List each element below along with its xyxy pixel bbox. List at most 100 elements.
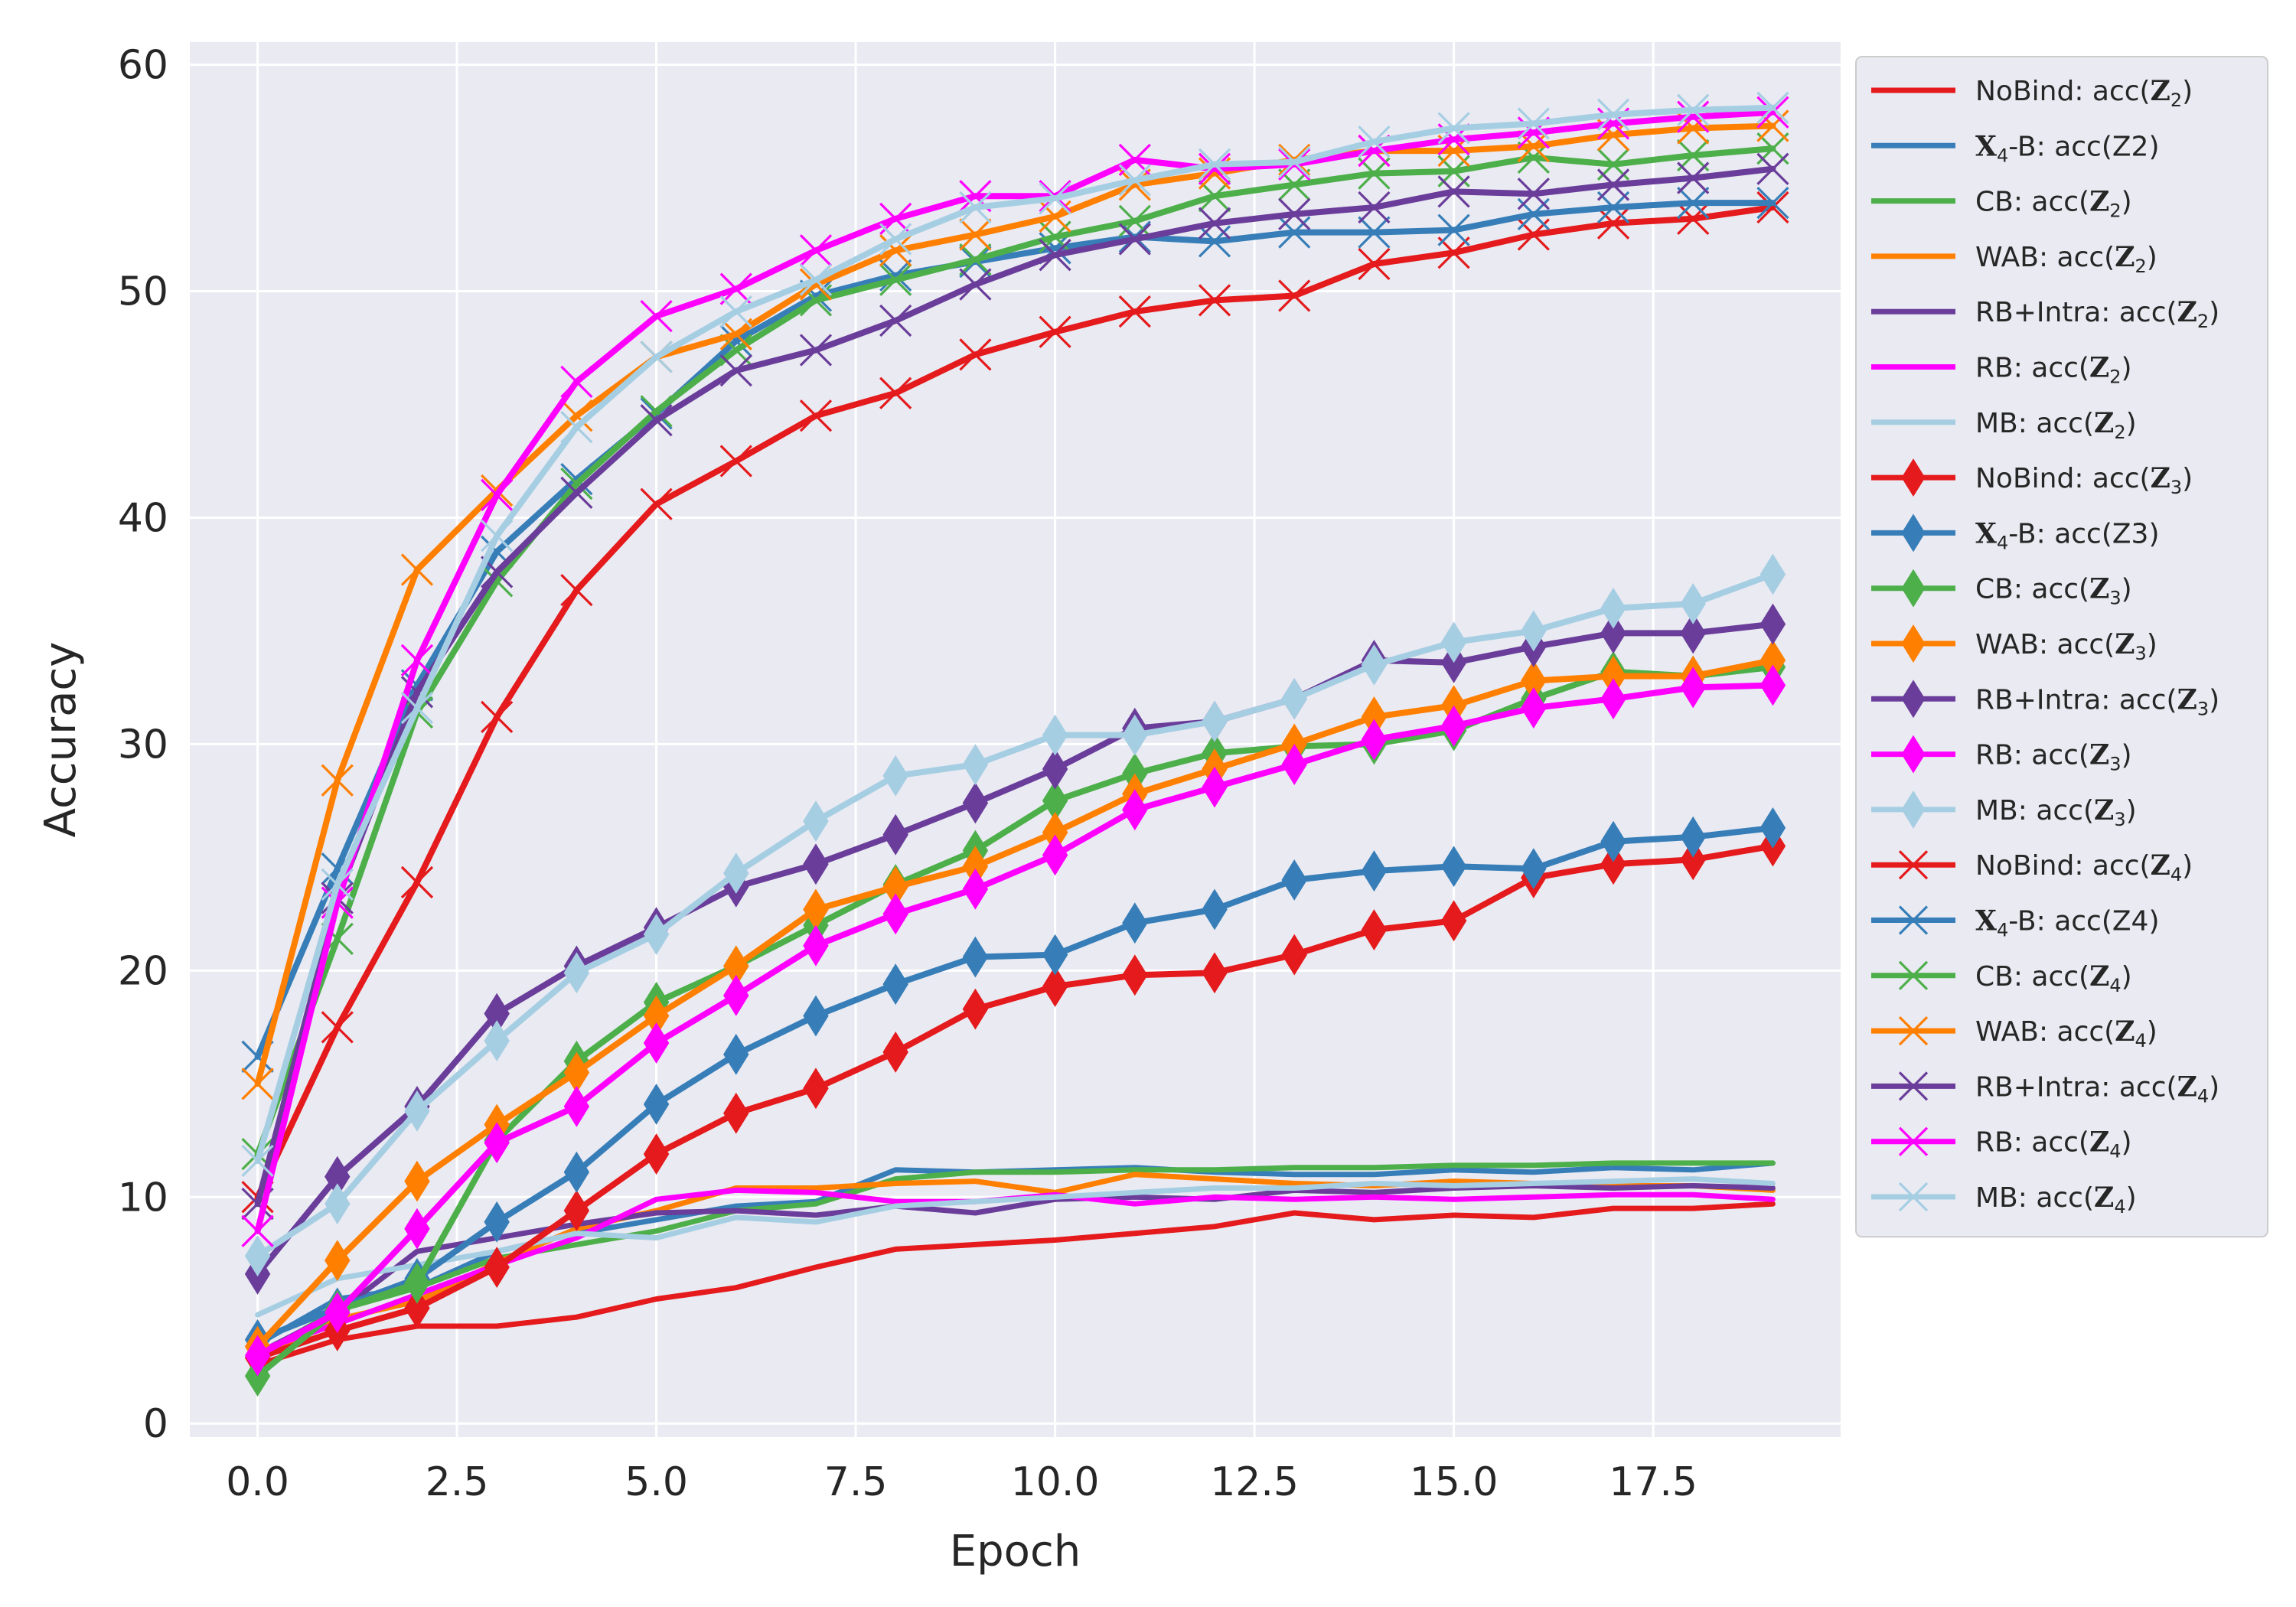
legend-label: MB: acc(Z2) bbox=[1975, 407, 2137, 443]
x-marker bbox=[1677, 186, 1710, 220]
diamond-marker bbox=[563, 952, 590, 994]
legend-item: RB+Intra: acc(Z3) bbox=[1871, 680, 2219, 719]
diamond-marker bbox=[1760, 553, 1786, 595]
x-marker bbox=[879, 223, 912, 256]
diamond-marker bbox=[1440, 846, 1467, 888]
x-tick-label: 2.5 bbox=[426, 1459, 489, 1505]
x-marker bbox=[719, 295, 752, 328]
legend-label: RB+Intra: acc(Z3) bbox=[1975, 683, 2219, 719]
x-marker bbox=[1198, 152, 1231, 185]
legend-item: CB: acc(Z3) bbox=[1871, 569, 2132, 609]
x-marker bbox=[560, 463, 593, 496]
legend-label: NoBind: acc(Z4) bbox=[1975, 849, 2193, 885]
legend-item: X4-B: acc(Z2) bbox=[1871, 130, 2160, 166]
legend-item: MB: acc(Z3) bbox=[1871, 790, 2137, 830]
legend-label: WAB: acc(Z2) bbox=[1975, 241, 2157, 277]
series-line bbox=[254, 682, 1776, 1359]
x-tick-labels: 0.0 2.5 5.0 7.5 10.0 12.5 15.0 17.5 bbox=[226, 1459, 1698, 1505]
x-marker bbox=[1278, 279, 1311, 312]
series-6 bbox=[255, 1176, 1776, 1318]
x-marker bbox=[1596, 207, 1630, 240]
x-marker bbox=[1118, 164, 1151, 197]
series-13 bbox=[244, 553, 1786, 1277]
x-marker bbox=[1898, 1182, 1929, 1212]
diamond-marker bbox=[643, 1084, 670, 1125]
x-marker bbox=[640, 299, 673, 333]
legend-item: WAB: acc(Z4) bbox=[1871, 1015, 2157, 1051]
diamond-marker bbox=[1680, 839, 1706, 881]
x-marker bbox=[799, 334, 833, 367]
x-marker bbox=[241, 1214, 274, 1247]
diamond-marker bbox=[1202, 888, 1228, 931]
diamond-marker bbox=[1901, 624, 1926, 663]
diamond-marker bbox=[563, 1085, 590, 1127]
x-marker bbox=[1118, 168, 1151, 201]
x-marker bbox=[560, 365, 593, 399]
x-marker bbox=[1278, 216, 1311, 249]
x-marker bbox=[241, 1068, 274, 1100]
legend-item: RB: acc(Z2) bbox=[1871, 352, 2132, 388]
x-marker bbox=[1358, 216, 1391, 249]
x-marker bbox=[1358, 157, 1391, 190]
x-marker bbox=[321, 1011, 354, 1044]
legend-label: CB: acc(Z3) bbox=[1975, 573, 2132, 609]
series-line bbox=[254, 663, 1776, 1380]
x-marker bbox=[1039, 239, 1071, 272]
diamond-marker bbox=[1042, 748, 1068, 790]
x-marker bbox=[1358, 247, 1391, 281]
x-marker bbox=[1198, 284, 1231, 317]
diamond-marker bbox=[484, 1122, 510, 1164]
series-line bbox=[254, 104, 1776, 1164]
legend-item: RB+Intra: acc(Z4) bbox=[1871, 1071, 2219, 1107]
diamond-marker bbox=[723, 1033, 749, 1075]
y-tick-label: 60 bbox=[118, 43, 168, 89]
series-14 bbox=[241, 191, 1789, 1214]
diamond-marker bbox=[1122, 789, 1148, 831]
legend-label: CB: acc(Z2) bbox=[1975, 186, 2132, 222]
diamond-marker bbox=[962, 782, 989, 824]
legend-item: NoBind: acc(Z2) bbox=[1871, 75, 2193, 111]
x-marker bbox=[799, 263, 833, 296]
diamond-marker bbox=[1281, 744, 1307, 786]
series-line bbox=[255, 1176, 1776, 1318]
diamond-marker bbox=[1600, 820, 1626, 862]
series-12 bbox=[244, 664, 1786, 1377]
legend-label: X4-B: acc(Z3) bbox=[1975, 517, 2160, 553]
y-tick-label: 10 bbox=[118, 1175, 168, 1221]
x-marker bbox=[1198, 207, 1231, 240]
series-line bbox=[254, 204, 1776, 1201]
x-marker bbox=[400, 865, 434, 899]
diamond-marker bbox=[723, 1092, 749, 1134]
x-marker bbox=[719, 318, 752, 350]
diamond-marker bbox=[1042, 714, 1068, 756]
diamond-marker bbox=[1901, 458, 1926, 497]
legend-item: NoBind: acc(Z3) bbox=[1871, 458, 2193, 498]
x-marker bbox=[321, 868, 354, 901]
y-tick-label: 30 bbox=[118, 722, 168, 768]
diamond-marker bbox=[325, 1183, 351, 1225]
diamond-marker bbox=[962, 936, 989, 978]
y-tick-label: 0 bbox=[143, 1401, 168, 1447]
x-tick-label: 5.0 bbox=[625, 1459, 688, 1505]
x-marker bbox=[1756, 152, 1789, 185]
x-marker bbox=[1437, 112, 1470, 145]
diamond-marker bbox=[1361, 850, 1388, 892]
x-marker bbox=[1756, 191, 1789, 224]
diamond-marker bbox=[244, 1335, 271, 1377]
x-marker bbox=[1118, 295, 1151, 328]
x-marker bbox=[1278, 145, 1311, 178]
legend-label: RB+Intra: acc(Z2) bbox=[1975, 296, 2219, 332]
diamond-marker bbox=[244, 1235, 271, 1277]
x-marker bbox=[1756, 186, 1789, 220]
x-marker bbox=[400, 691, 434, 725]
x-marker bbox=[481, 520, 514, 553]
x-axis-label: Epoch bbox=[950, 1527, 1081, 1576]
diamond-marker bbox=[1680, 816, 1706, 858]
diamond-marker bbox=[643, 1022, 670, 1064]
diamond-marker bbox=[1281, 859, 1307, 901]
x-marker bbox=[1596, 98, 1630, 131]
diamond-marker bbox=[962, 868, 989, 910]
legend-label: NoBind: acc(Z2) bbox=[1975, 75, 2193, 111]
x-marker bbox=[640, 487, 673, 520]
